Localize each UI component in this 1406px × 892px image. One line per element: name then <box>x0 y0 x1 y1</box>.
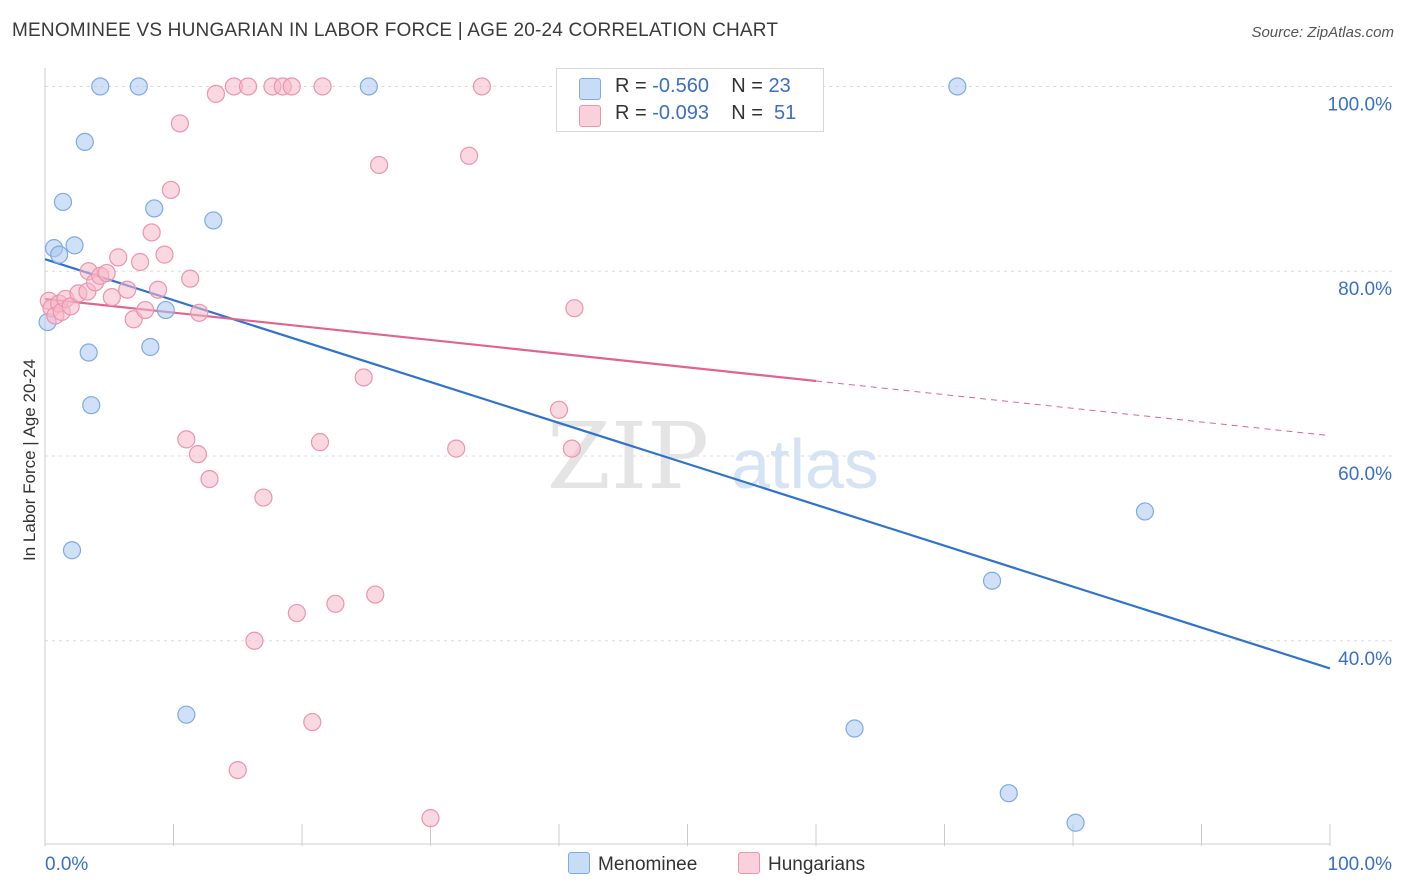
x-tick-label: 0.0% <box>45 854 88 875</box>
hungarians-point <box>148 280 168 299</box>
hungarians-point <box>130 252 150 272</box>
x-tick-label: 100.0% <box>1328 854 1393 875</box>
hungarians-legend-label: Hungarians <box>768 854 866 875</box>
r-label: R = <box>615 75 647 97</box>
hungarians-point <box>459 146 479 165</box>
hungarians-point <box>102 288 121 307</box>
menominee-point <box>982 571 1002 590</box>
legend-item-menominee: Menominee <box>568 852 697 876</box>
hungarians-point <box>177 430 196 449</box>
trend-lines <box>44 258 1331 670</box>
hungarians-point <box>326 594 345 613</box>
menominee-point <box>82 396 101 415</box>
hungarians-point <box>97 263 116 283</box>
hungarians-point <box>142 223 161 242</box>
hungarians-point <box>313 77 332 96</box>
hungarians-point <box>136 300 155 320</box>
hungarians-point <box>118 280 137 299</box>
hungarians-swatch <box>579 105 601 127</box>
n-value: 51 <box>774 102 797 124</box>
menominee-swatch <box>579 78 601 100</box>
stats-legend: R = -0.560 N = 23 R = -0.093 N = 51 <box>556 68 824 132</box>
hungarians-point <box>245 631 264 650</box>
menominee-point <box>177 705 196 724</box>
legend-item-hungarians: Hungarians <box>738 852 865 876</box>
menominee-point <box>91 77 110 96</box>
menominee-point <box>1135 502 1155 521</box>
y-tick-label: 100.0% <box>1328 94 1393 115</box>
menominee-point <box>156 300 175 320</box>
hungarians-point <box>287 603 306 623</box>
r-value: -0.560 <box>652 75 709 97</box>
source-label: Source: ZipAtlas.com <box>1251 24 1394 41</box>
hungarians-point <box>421 809 440 828</box>
hungarians-point <box>190 303 209 322</box>
menominee-point <box>204 211 223 230</box>
y-tick-label: 40.0% <box>1338 649 1392 670</box>
hungarians-point <box>170 114 190 133</box>
hungarians-point <box>366 585 385 604</box>
menominee-point <box>50 245 69 264</box>
hungarians-point <box>188 445 208 464</box>
watermark: ZIP atlas <box>547 403 879 510</box>
menominee-point <box>53 192 73 212</box>
menominee-point <box>999 784 1018 803</box>
menominee-point <box>79 343 98 362</box>
hungarians-point <box>447 439 466 458</box>
r-label: R = <box>615 102 647 124</box>
hungarians-point <box>181 269 200 288</box>
hungarians-legend-swatch <box>738 852 760 874</box>
hungarians-point <box>565 299 584 318</box>
y-tick-label: 60.0% <box>1338 464 1392 485</box>
n-label: N = <box>731 75 763 97</box>
menominee-legend-swatch <box>568 852 590 874</box>
menominee-point <box>65 236 84 255</box>
grid-lines <box>45 85 1392 642</box>
hungarians-point <box>200 469 219 489</box>
menominee-point <box>845 719 864 738</box>
hungarians-point <box>161 180 181 200</box>
hungarians-point <box>370 155 389 175</box>
hungarians-point <box>238 77 258 96</box>
hungarians-point <box>109 248 128 267</box>
menominee-point <box>359 77 378 96</box>
hungarians-point <box>562 439 581 458</box>
hungarians-trend-extension <box>815 380 1331 437</box>
n-value: 23 <box>768 75 791 97</box>
hungarians-point <box>303 712 322 732</box>
menominee-trend-line <box>44 258 1331 670</box>
chart-title: MENOMINEE VS HUNGARIAN IN LABOR FORCE | … <box>12 20 779 41</box>
hungarians-point <box>549 400 569 419</box>
menominee-point <box>145 199 164 218</box>
menominee-legend-label: Menominee <box>598 854 698 875</box>
tick-labels: 100.0% 80.0% 60.0% 40.0% 0.0% 100.0% <box>45 94 1392 875</box>
hungarians-point <box>228 760 247 780</box>
menominee-point <box>62 541 82 560</box>
menominee-point <box>129 77 148 96</box>
menominee-point <box>141 337 160 357</box>
y-tick-label: 80.0% <box>1338 279 1392 300</box>
r-value: -0.093 <box>652 102 709 124</box>
menominee-point <box>75 132 94 152</box>
menominee-point <box>948 77 967 96</box>
n-label: N = <box>731 102 763 124</box>
menominee-point <box>1066 813 1085 832</box>
watermark-atlas: atlas <box>731 425 879 503</box>
axes <box>44 68 1331 846</box>
hungarians-point <box>206 84 226 103</box>
data-points <box>38 77 1155 832</box>
hungarians-point <box>354 368 373 387</box>
hungarians-point <box>282 77 301 96</box>
hungarians-point <box>310 433 330 452</box>
hungarians-point <box>155 245 174 264</box>
hungarians-point <box>254 488 273 507</box>
hungarians-point <box>472 77 491 96</box>
